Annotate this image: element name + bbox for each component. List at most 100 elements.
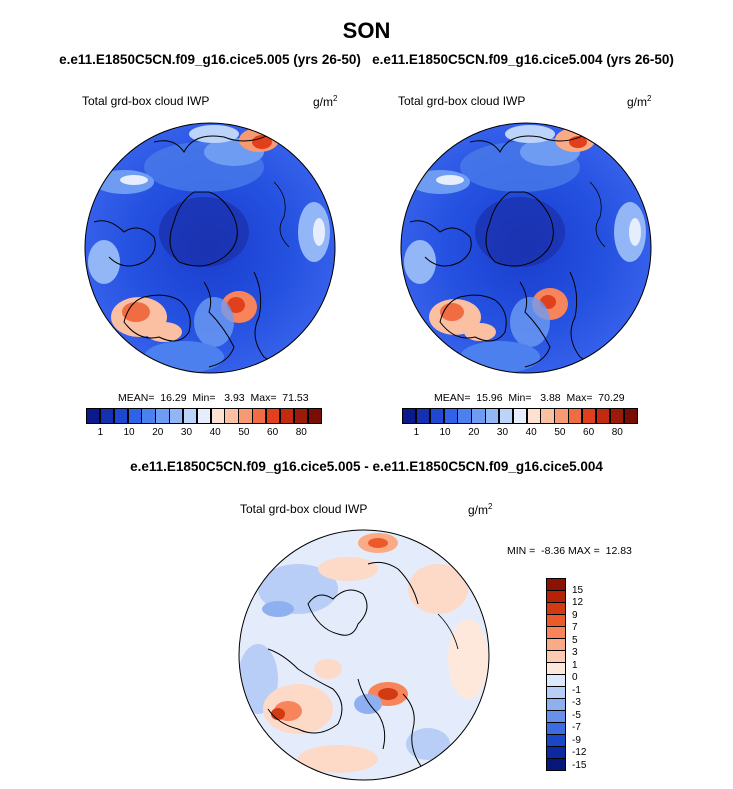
- colorbar-swatch: [546, 590, 566, 603]
- colorbar-swatch: [498, 408, 514, 424]
- panel2-variable-label: Total grd-box cloud IWP: [398, 94, 526, 108]
- panel1-colorbar-ticks: 1 10 20 30 40 50 60 80: [86, 427, 330, 441]
- colorbar-tick-label: 3: [572, 647, 578, 658]
- panel3-stats: MIN = -8.36 MAX = 12.83: [507, 545, 632, 557]
- colorbar-swatch: [546, 578, 566, 591]
- colorbar-tick-label: 30: [180, 427, 193, 438]
- colorbar-tick-label: -5: [572, 709, 581, 721]
- panel3-colorbar: [546, 578, 566, 771]
- colorbar-swatch: [457, 408, 472, 424]
- colorbar-tick-label: 5: [572, 634, 578, 646]
- colorbar-swatch: [546, 734, 566, 747]
- colorbar-tick-label: 20: [468, 427, 480, 438]
- colorbar-tick-label: 60: [583, 427, 595, 438]
- panel1-polar-map: [84, 122, 336, 374]
- colorbar-swatch: [279, 408, 295, 424]
- panel3-polar-map: [238, 529, 490, 781]
- colorbar-tick-label: 10: [439, 427, 451, 438]
- figure-subtitle: e.e11.E1850C5CN.f09_g16.cice5.005 (yrs 2…: [0, 52, 733, 67]
- colorbar-tick-label: 40: [525, 427, 537, 438]
- colorbar-swatch: [307, 408, 322, 424]
- colorbar-swatch: [546, 674, 566, 687]
- panel3-variable-label: Total grd-box cloud IWP: [240, 502, 368, 516]
- colorbar-swatch: [546, 686, 566, 699]
- colorbar-tick-label: 9: [572, 609, 578, 621]
- panel2-colorbar-ticks: 1 10 20 30 40 50 60 80: [402, 427, 646, 441]
- colorbar-tick-label: 15: [572, 584, 584, 596]
- colorbar-swatch: [540, 408, 555, 424]
- panel2-colorbar: [402, 408, 646, 424]
- colorbar-swatch: [252, 408, 267, 424]
- colorbar-swatch: [182, 408, 198, 424]
- colorbar-tick-label: 80: [295, 427, 307, 438]
- colorbar-swatch: [554, 408, 569, 424]
- colorbar-swatch: [86, 408, 101, 424]
- colorbar-tick-label: 30: [496, 427, 509, 438]
- colorbar-tick-label: 50: [238, 427, 250, 438]
- colorbar-tick-label: -1: [572, 684, 581, 696]
- colorbar-swatch: [546, 614, 566, 627]
- colorbar-swatch: [546, 602, 566, 615]
- colorbar-swatch: [581, 408, 597, 424]
- colorbar-swatch: [546, 722, 566, 735]
- colorbar-swatch: [471, 408, 486, 424]
- colorbar-swatch: [155, 408, 170, 424]
- colorbar-swatch: [546, 638, 566, 651]
- colorbar-tick-label: 1: [572, 659, 578, 671]
- colorbar-swatch: [512, 408, 528, 424]
- panel2-stats: MEAN= 15.96 Min= 3.88 Max= 70.29: [434, 392, 625, 404]
- colorbar-swatch: [113, 408, 129, 424]
- colorbar-tick-label: 50: [554, 427, 566, 438]
- colorbar-tick-label: 60: [267, 427, 279, 438]
- panel2-units-label: g/m2: [627, 94, 652, 109]
- colorbar-tick-label: -12: [572, 747, 587, 758]
- colorbar-swatch: [265, 408, 281, 424]
- colorbar-swatch: [546, 710, 566, 723]
- colorbar-tick-label: 40: [209, 427, 221, 438]
- colorbar-swatch: [526, 408, 541, 424]
- panel3-colorbar-ticks: 15 12 9 7 5 3 1 0 -1 -3 -5 -7 -9 -12 -15: [572, 578, 612, 778]
- colorbar-swatch: [196, 408, 212, 424]
- colorbar-tick-label: -3: [572, 697, 581, 708]
- colorbar-swatch: [224, 408, 239, 424]
- panel1-units-label: g/m2: [313, 94, 338, 109]
- panel3-units-label: g/m2: [468, 502, 493, 517]
- colorbar-swatch: [210, 408, 225, 424]
- colorbar-tick-label: 20: [152, 427, 164, 438]
- colorbar-swatch: [546, 698, 566, 711]
- colorbar-swatch: [169, 408, 184, 424]
- colorbar-tick-label: 10: [123, 427, 135, 438]
- colorbar-swatch: [99, 408, 115, 424]
- colorbar-swatch: [546, 650, 566, 663]
- colorbar-tick-label: 80: [611, 427, 623, 438]
- subtitle-left: e.e11.E1850C5CN.f09_g16.cice5.005 (yrs 2…: [59, 52, 361, 67]
- panel1-colorbar: [86, 408, 330, 424]
- colorbar-swatch: [485, 408, 500, 424]
- colorbar-tick-label: 12: [572, 597, 584, 608]
- colorbar-swatch: [443, 408, 458, 424]
- colorbar-swatch: [609, 408, 624, 424]
- colorbar-tick-label: 1: [97, 427, 104, 438]
- panel1-stats: MEAN= 16.29 Min= 3.93 Max= 71.53: [118, 392, 309, 404]
- colorbar-tick-label: 7: [572, 622, 578, 633]
- colorbar-tick-label: -9: [572, 734, 581, 746]
- colorbar-swatch: [238, 408, 253, 424]
- colorbar-swatch: [546, 758, 566, 771]
- colorbar-swatch: [623, 408, 638, 424]
- figure-title: SON: [342, 18, 391, 43]
- colorbar-swatch: [415, 408, 431, 424]
- colorbar-swatch: [141, 408, 156, 424]
- subtitle-right: e.e11.E1850C5CN.f09_g16.cice5.004 (yrs 2…: [372, 52, 674, 67]
- colorbar-tick-label: -15: [572, 759, 587, 771]
- colorbar-swatch: [546, 662, 566, 675]
- colorbar-swatch: [595, 408, 611, 424]
- difference-title: e.e11.E1850C5CN.f09_g16.cice5.005 - e.e1…: [130, 459, 603, 474]
- colorbar-tick-label: -7: [572, 722, 581, 733]
- colorbar-tick-label: 0: [572, 672, 578, 683]
- colorbar-swatch: [402, 408, 417, 424]
- panel1-variable-label: Total grd-box cloud IWP: [82, 94, 210, 108]
- colorbar-swatch: [293, 408, 308, 424]
- colorbar-swatch: [429, 408, 445, 424]
- panel2-polar-map: [400, 122, 652, 374]
- colorbar-swatch: [546, 746, 566, 759]
